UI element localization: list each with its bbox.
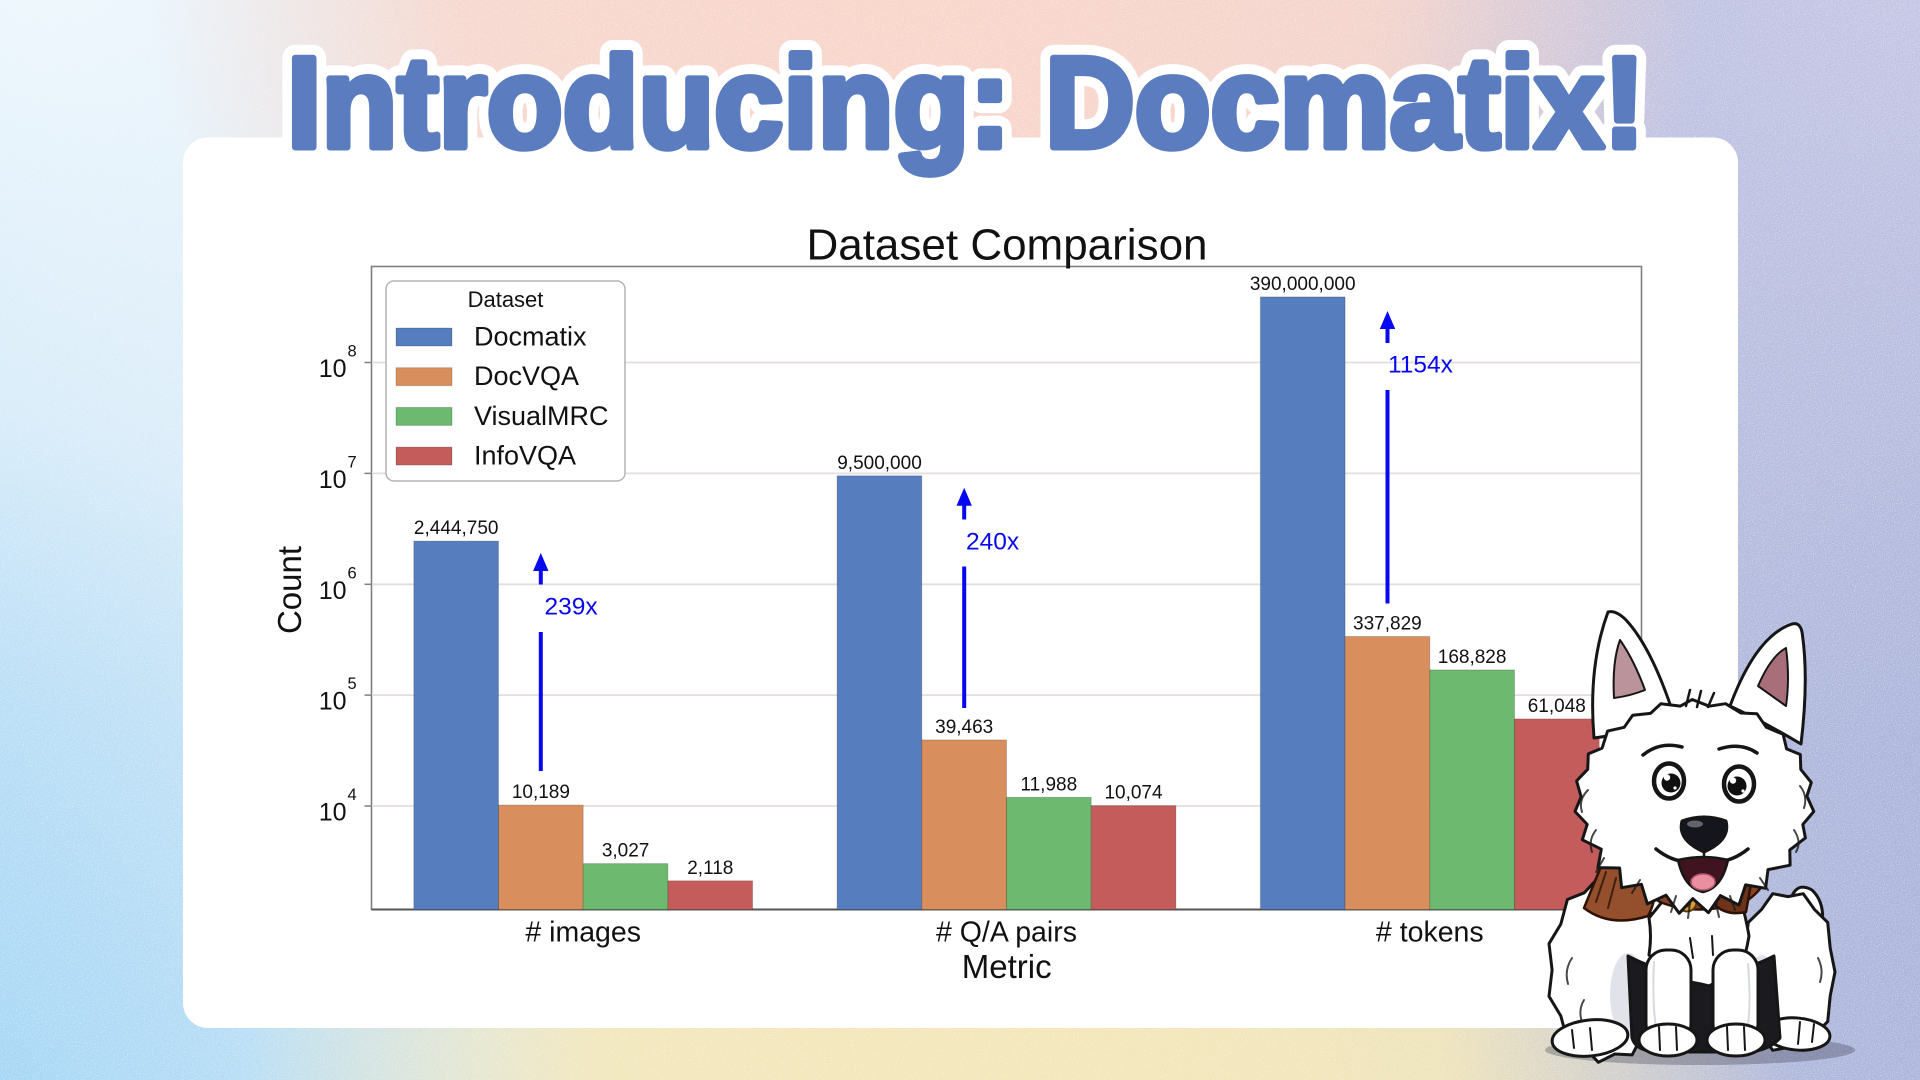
svg-text:168,828: 168,828 bbox=[1438, 647, 1507, 668]
svg-text:# images: # images bbox=[525, 917, 641, 949]
svg-text:Metric: Metric bbox=[962, 948, 1052, 985]
svg-text:Introducing: Docmatix!: Introducing: Docmatix! bbox=[287, 31, 1645, 175]
svg-text:4: 4 bbox=[348, 786, 357, 804]
svg-text:# tokens: # tokens bbox=[1376, 917, 1484, 949]
svg-text:Count: Count bbox=[271, 546, 308, 634]
svg-text:10: 10 bbox=[319, 577, 347, 605]
svg-text:10,074: 10,074 bbox=[1104, 783, 1163, 804]
svg-text:Introducing: Docmatix!: Introducing: Docmatix! bbox=[287, 31, 1645, 175]
svg-text:11,988: 11,988 bbox=[1020, 774, 1077, 795]
svg-text:240x: 240x bbox=[966, 529, 1019, 556]
svg-text:8: 8 bbox=[348, 343, 357, 361]
svg-text:39,463: 39,463 bbox=[935, 717, 993, 738]
svg-text:7: 7 bbox=[348, 453, 357, 471]
svg-text:10,189: 10,189 bbox=[512, 782, 570, 803]
svg-text:InfoVQA: InfoVQA bbox=[474, 441, 576, 471]
svg-text:2,444,750: 2,444,750 bbox=[414, 518, 499, 539]
svg-text:239x: 239x bbox=[545, 594, 598, 621]
svg-text:Dataset Comparison: Dataset Comparison bbox=[806, 221, 1207, 270]
svg-text:61,048: 61,048 bbox=[1528, 696, 1586, 717]
svg-text:10: 10 bbox=[319, 799, 347, 827]
svg-text:3,027: 3,027 bbox=[602, 841, 650, 862]
svg-text:337,829: 337,829 bbox=[1353, 614, 1422, 635]
svg-text:390,000,000: 390,000,000 bbox=[1250, 274, 1356, 295]
svg-text:Dataset: Dataset bbox=[468, 287, 544, 312]
svg-text:9,500,000: 9,500,000 bbox=[837, 453, 922, 474]
svg-text:DocVQA: DocVQA bbox=[474, 361, 579, 391]
svg-text:10: 10 bbox=[319, 688, 347, 716]
svg-text:VisualMRC: VisualMRC bbox=[474, 401, 609, 431]
svg-text:1154x: 1154x bbox=[1388, 352, 1453, 379]
svg-text:Docmatix: Docmatix bbox=[474, 322, 587, 352]
svg-text:# Q/A pairs: # Q/A pairs bbox=[936, 917, 1077, 949]
svg-text:6: 6 bbox=[348, 564, 357, 582]
svg-text:10: 10 bbox=[319, 355, 347, 383]
svg-text:5: 5 bbox=[348, 675, 357, 693]
svg-text:10: 10 bbox=[319, 466, 347, 494]
svg-text:2,118: 2,118 bbox=[687, 858, 733, 879]
